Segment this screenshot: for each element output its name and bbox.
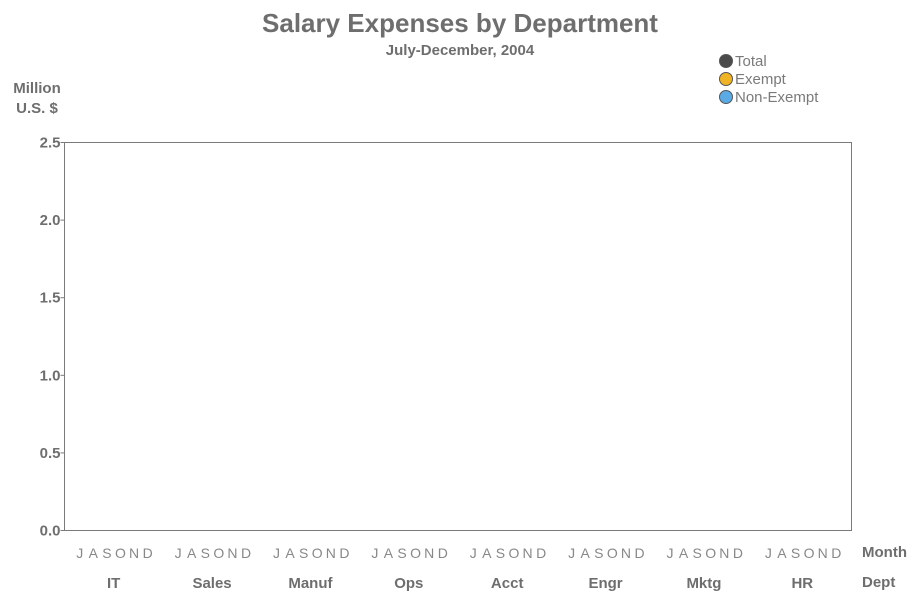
month-tick-label: S [692,545,701,561]
y-tick-label: 0.5 [40,445,61,462]
month-tick-label: J [273,545,280,561]
legend-item-total: Total [719,53,767,70]
month-tick-label: D [241,545,251,561]
department-tick-label: IT [107,575,120,592]
dept-axis-label: Dept [862,574,895,591]
month-tick-label: O [115,545,126,561]
month-tick-label: J [666,545,673,561]
y-axis-label-line-1: Million [13,80,61,97]
month-tick-label: O [312,545,323,561]
y-tick-label: 0.0 [40,523,61,540]
month-tick-label: A [89,545,99,561]
department-tick-label: Engr [588,575,622,592]
legend-label-non-exempt: Non-Exempt [735,89,819,106]
month-tick-label: J [76,545,83,561]
month-tick-label: A [679,545,689,561]
month-tick-label: S [299,545,308,561]
department-tick-label: Manuf [288,575,333,592]
month-tick-label: D [536,545,546,561]
legend: Total Exempt Non-Exempt [719,53,819,106]
y-tick-label: 1.5 [40,290,61,307]
month-tick-label: S [594,545,603,561]
department-tick-label: Mktg [686,575,721,592]
month-tick-label: O [804,545,815,561]
x-axis-departments: IT Sales Manuf Ops Acct Engr Mktg HR [107,575,813,592]
y-axis-label-line-2: U.S. $ [16,100,58,117]
month-tick-label: S [201,545,210,561]
month-tick-label: A [482,545,492,561]
y-axis-ticks: 0.0 0.5 1.0 1.5 2.0 2.5 [40,135,65,540]
legend-marker-exempt [719,72,733,86]
month-tick-label: O [509,545,520,561]
month-tick-label: D [339,545,349,561]
department-tick-label: Ops [394,575,423,592]
chart-title: Salary Expenses by Department [262,8,658,38]
month-tick-label: N [424,545,434,561]
department-tick-label: Sales [192,575,231,592]
month-tick-label: D [438,545,448,561]
y-tick-label: 1.0 [40,367,61,384]
month-axis-label: Month [862,544,907,561]
y-tick-label: 2.5 [40,135,61,152]
month-tick-label: N [326,545,336,561]
month-tick-label: A [580,545,590,561]
month-tick-label: D [143,545,153,561]
month-tick-label: N [818,545,828,561]
month-tick-label: D [831,545,841,561]
legend-item-non-exempt: Non-Exempt [719,89,819,106]
plot-area [64,142,852,531]
legend-marker-non-exempt [719,90,733,104]
month-tick-label: J [470,545,477,561]
month-tick-label: J [765,545,772,561]
month-tick-label: J [371,545,378,561]
month-tick-label: S [102,545,111,561]
month-tick-label: N [719,545,729,561]
month-tick-label: D [635,545,645,561]
month-tick-label: O [705,545,716,561]
legend-label-exempt: Exempt [735,71,787,88]
month-tick-label: A [777,545,787,561]
department-tick-label: HR [791,575,813,592]
legend-item-exempt: Exempt [719,71,787,88]
month-tick-label: S [791,545,800,561]
chart-subtitle: July-December, 2004 [386,42,535,59]
month-tick-label: S [496,545,505,561]
month-tick-label: O [213,545,224,561]
month-tick-label: N [227,545,237,561]
month-tick-label: N [129,545,139,561]
legend-marker-total [719,54,733,68]
month-tick-label: D [733,545,743,561]
month-tick-label: N [621,545,631,561]
month-tick-label: J [568,545,575,561]
month-tick-label: O [410,545,421,561]
month-tick-label: N [523,545,533,561]
month-tick-label: A [187,545,197,561]
legend-label-total: Total [735,53,767,70]
month-tick-label: J [175,545,182,561]
department-tick-label: Acct [491,575,524,592]
month-tick-label: S [397,545,406,561]
month-tick-label: A [384,545,394,561]
month-tick-label: A [285,545,295,561]
y-tick-label: 2.0 [40,212,61,229]
month-tick-label: O [607,545,618,561]
